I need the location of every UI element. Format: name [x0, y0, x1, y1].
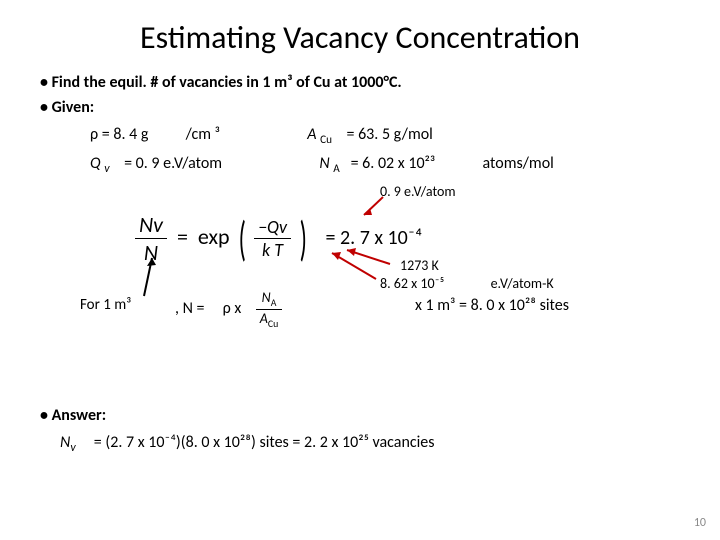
answer-label: • Answer: [40, 406, 700, 425]
anno-k-row: 8. 62 x 10⁻⁵ e.V/atom-K [380, 275, 554, 292]
page-number: 10 [694, 516, 706, 530]
NA-sub: A [333, 163, 339, 177]
equation-area: 0. 9 e.V/atom Nv N = exp ( −Qv k T ) = 2… [40, 191, 700, 321]
NA-unit: atoms/mol [483, 154, 554, 173]
answer-block: • Answer: Nv = (2. 7 x 10⁻⁴)(8. 0 x 10²⁸… [40, 406, 700, 455]
Qv-val: = 0. 9 e.V/atom [124, 154, 222, 173]
answer-text: = (2. 7 x 10⁻⁴)(8. 0 x 10²⁸) sites = 2. … [94, 433, 435, 452]
rho-label: ρ = 8. 4 g [90, 125, 148, 144]
N-equation: , N = ρ x NA ACu [175, 289, 282, 330]
eq-exp: exp [198, 223, 230, 250]
Neq-rho: ρ x [223, 299, 242, 318]
eq-negQv: −Qv [258, 216, 287, 238]
anno-qv: 0. 9 e.V/atom [380, 183, 456, 200]
Neq-NA-sub: A [271, 297, 277, 309]
given-values: ρ = 8. 4 g /cm ³ A Cu = 63. 5 g/mol Q v … [40, 121, 700, 181]
answer-Nv-sub: v [70, 441, 75, 455]
for-1m3: For 1 m³ [80, 296, 131, 314]
eq-Nv: Nv [139, 211, 163, 238]
rho-unit: /cm ³ [186, 125, 220, 144]
Neq-NA: N [262, 289, 271, 306]
anno-k: 8. 62 x 10⁻⁵ [380, 275, 444, 292]
page-title: Estimating Vacancy Concentration [0, 0, 720, 67]
A-val: = 63. 5 g/mol [346, 125, 432, 144]
Neq-prefix: , N = [175, 299, 205, 318]
NA-label: N [319, 154, 329, 173]
Qv-label: Q [90, 154, 101, 173]
content-area: • Find the equil. # of vacancies in 1 m³… [0, 73, 720, 455]
anno-k-unit: e.V/atom-K [491, 275, 554, 292]
answer-Nv: N [60, 433, 70, 452]
arrow-k-icon [328, 249, 383, 283]
A-sub: Cu [320, 133, 332, 147]
arrow-N-icon [140, 256, 170, 301]
problem-statement: • Find the equil. # of vacancies in 1 m³… [40, 73, 700, 92]
Neq-result: x 1 m³ = 8. 0 x 10²⁸ sites [415, 296, 569, 315]
Qv-sub: v [104, 163, 109, 177]
Neq-ACu: A [260, 310, 268, 327]
A-label: A [307, 125, 316, 144]
Neq-ACu-sub: Cu [268, 318, 278, 330]
anno-T: 1273 K [400, 257, 439, 274]
eq-kT: k T [262, 239, 283, 261]
NA-val: = 6. 02 x 10²³ [351, 154, 436, 173]
given-label: • Given: [40, 98, 700, 117]
